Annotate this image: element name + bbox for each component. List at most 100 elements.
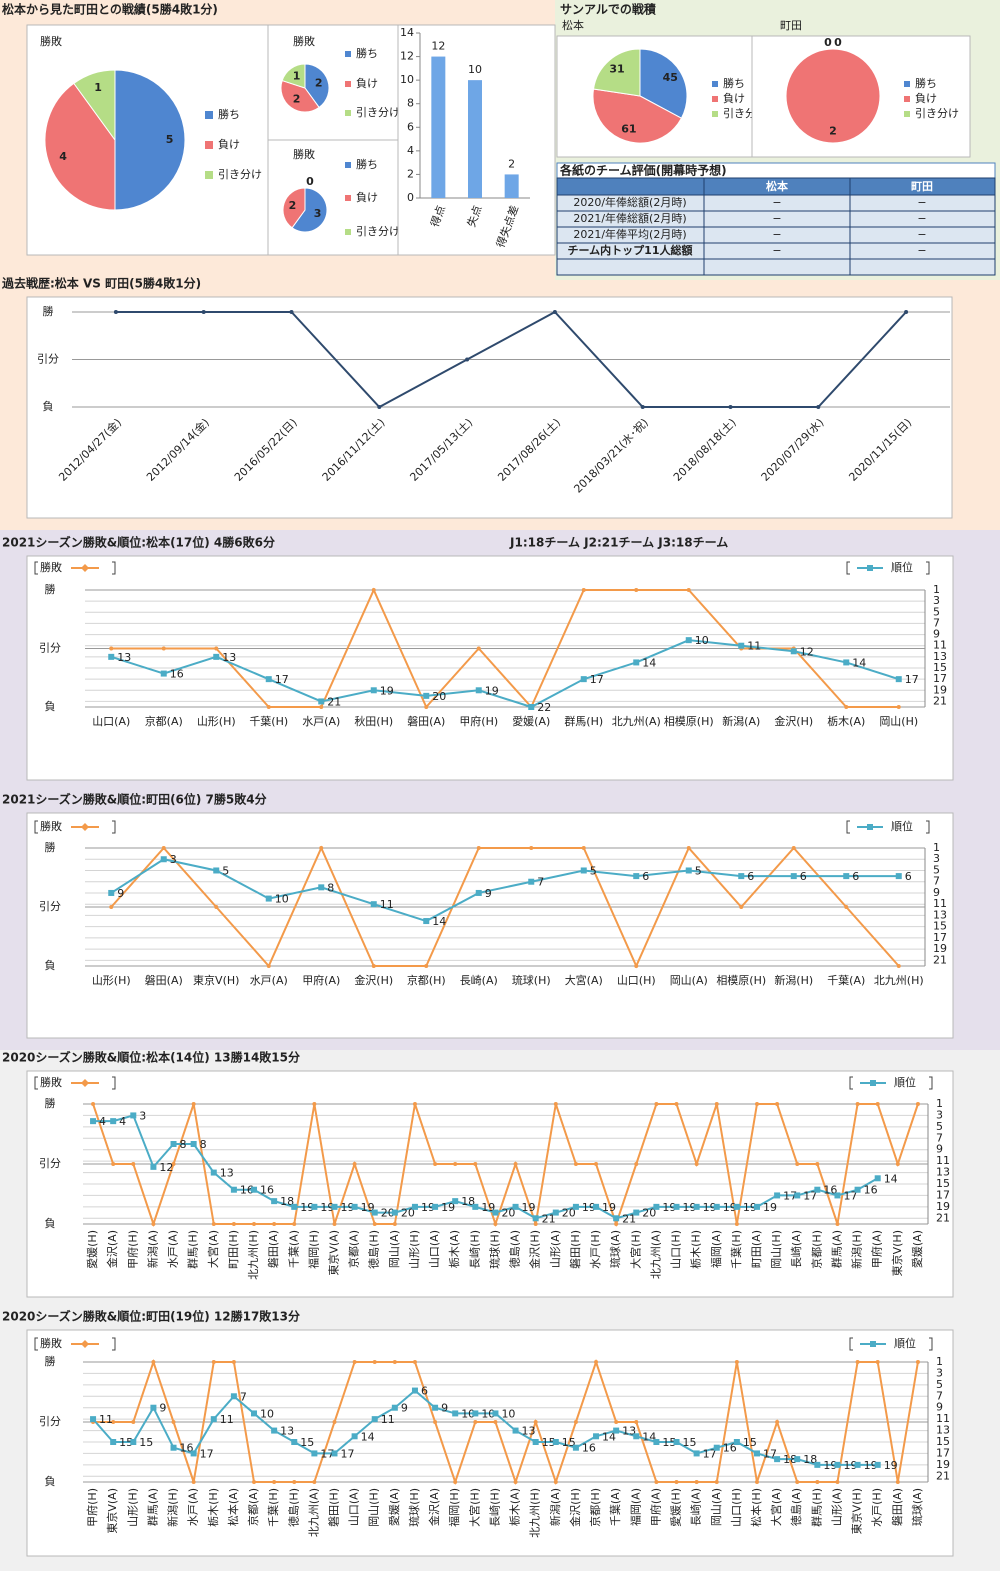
x-tick-label: 大宮(A) <box>565 973 603 987</box>
data-label: 6 <box>747 870 754 883</box>
data-label: 15 <box>562 1436 576 1449</box>
data-label: 16 <box>823 1184 837 1197</box>
marker <box>319 846 324 850</box>
marker <box>816 405 821 409</box>
legend-swatch <box>345 110 351 116</box>
marker <box>492 1410 499 1417</box>
y-tick-label: 引分 <box>39 1414 61 1428</box>
marker <box>581 846 586 850</box>
x-tick-label: 岡山(A) <box>710 1488 723 1526</box>
x-tick-label: 水戸(H) <box>871 1488 884 1527</box>
chart-title: 松本 <box>562 18 584 32</box>
x-tick-label: 栃木(A) <box>827 714 865 728</box>
marker <box>318 698 325 705</box>
chart-title: 2020シーズン勝敗&順位:町田(19位) 12勝17敗13分 <box>2 1309 300 1324</box>
marker <box>532 1215 539 1222</box>
marker <box>693 1203 700 1210</box>
legend-swatch <box>345 229 351 235</box>
marker <box>734 1222 739 1226</box>
marker <box>211 1222 216 1226</box>
data-label: 16 <box>180 1442 194 1455</box>
data-label: 11 <box>380 898 394 911</box>
bar <box>504 174 519 198</box>
legend-swatch <box>904 111 910 117</box>
x-tick-label: 千葉(H) <box>249 714 288 728</box>
marker <box>312 1102 317 1106</box>
data-label: 9 <box>401 1402 408 1415</box>
legend-bracket <box>112 820 116 834</box>
marker <box>844 905 849 909</box>
data-label: 0 <box>824 36 832 49</box>
series-line <box>93 1358 919 1486</box>
marker <box>855 1360 860 1364</box>
marker <box>640 405 645 409</box>
marker <box>875 1360 880 1364</box>
marker <box>528 704 535 710</box>
legend-swatch <box>712 96 718 102</box>
y2-tick-label: 1 <box>933 583 940 596</box>
y2-tick-label: 7 <box>933 875 940 888</box>
marker <box>774 1456 781 1463</box>
series-line <box>115 310 907 409</box>
section-heading: 松本から見た町田との戦績(5勝4敗1分) <box>2 2 218 17</box>
x-tick-label: 愛媛(H) <box>669 1488 683 1527</box>
y2-tick-label: 9 <box>936 1401 943 1414</box>
data-label: 19 <box>582 1201 596 1214</box>
marker <box>90 1416 97 1423</box>
x-tick-label: 山口(A) <box>348 1488 361 1526</box>
x-tick-label: 秋田(H) <box>354 714 393 728</box>
marker <box>633 1433 640 1440</box>
legend-swatch <box>712 111 718 117</box>
x-tick-label: 千葉(A) <box>827 973 865 987</box>
x-tick-label: 群馬(H) <box>186 1230 200 1269</box>
series-line <box>92 1103 919 1228</box>
marker <box>915 1102 920 1106</box>
marker <box>685 867 692 874</box>
marker <box>332 1420 337 1424</box>
marker <box>581 588 586 592</box>
marker <box>685 637 692 644</box>
marker <box>473 1420 478 1424</box>
x-tick-label: 京都(H) <box>809 1230 823 1269</box>
legend-swatch <box>345 81 351 87</box>
x-tick-label: 金沢(H) <box>528 1230 542 1269</box>
pie-slice <box>281 63 306 89</box>
legend-swatch <box>870 1341 876 1347</box>
data-label: 16 <box>723 1442 737 1455</box>
bar <box>431 56 446 199</box>
x-tick-label: 徳島(A) <box>789 1488 803 1526</box>
marker <box>513 1162 518 1166</box>
y-tick-label: 引分 <box>39 641 61 655</box>
x-tick-label: 水戸(A) <box>187 1488 200 1526</box>
chart-box <box>26 812 954 1039</box>
marker <box>739 905 744 909</box>
pie-slice <box>785 48 881 144</box>
marker <box>493 1222 498 1226</box>
x-tick-label: 相模原(H) <box>716 974 766 987</box>
data-label: 5 <box>695 864 702 877</box>
marker <box>432 1203 439 1210</box>
marker <box>874 1175 881 1182</box>
marker <box>161 846 166 850</box>
marker <box>130 1439 137 1445</box>
y-tick-label: 勝 <box>45 1096 56 1110</box>
data-label: 21 <box>327 695 341 708</box>
y2-tick-label: 19 <box>936 1200 950 1213</box>
marker <box>160 670 167 677</box>
data-label: 10 <box>260 1407 274 1420</box>
legend-swatch <box>81 1340 89 1348</box>
y-tick-label: 0 <box>407 191 414 204</box>
y-tick-label: 負 <box>45 959 56 972</box>
marker <box>614 1420 619 1424</box>
data-label: 20 <box>562 1207 576 1220</box>
pie-slice <box>304 63 330 109</box>
marker <box>835 1222 840 1226</box>
marker <box>713 1203 720 1210</box>
legend-swatch <box>81 564 89 572</box>
data-label: 19 <box>823 1459 837 1472</box>
marker <box>754 1102 759 1106</box>
data-label: 19 <box>864 1459 878 1472</box>
y2-tick-label: 13 <box>933 908 947 921</box>
data-label: 13 <box>622 1425 636 1438</box>
marker <box>289 310 294 314</box>
